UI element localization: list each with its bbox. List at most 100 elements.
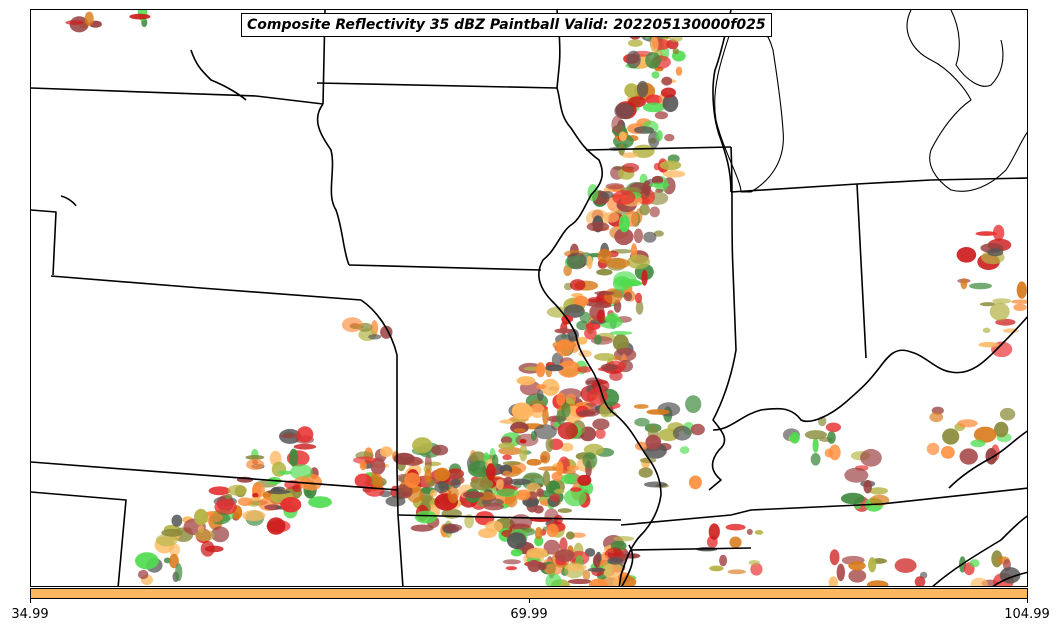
colorbar-tick	[30, 599, 31, 603]
paintball-blob	[750, 562, 763, 576]
paintball-blob	[612, 334, 629, 352]
paintball-blob	[554, 549, 575, 562]
paintball-blob	[868, 557, 877, 573]
paintball-blob	[926, 442, 940, 456]
paintball-blob	[368, 334, 382, 340]
paintball-blob	[650, 35, 659, 53]
paintball-blob	[586, 221, 610, 232]
paintball-blob	[690, 423, 705, 436]
paintball-blob	[894, 558, 917, 573]
paintball-blob	[626, 50, 641, 69]
paintball-blob	[533, 424, 557, 440]
paintball-blob	[592, 554, 601, 568]
paintball-blob	[573, 295, 589, 307]
paintball-blob	[538, 466, 562, 471]
paintball-blob	[664, 133, 675, 142]
paintball-blob	[576, 336, 588, 345]
paintball-blob	[645, 51, 661, 69]
paintball-blob	[533, 505, 544, 514]
paintball-blob	[709, 565, 724, 572]
paintball-blob	[560, 474, 577, 485]
paintball-blob	[662, 170, 686, 178]
paintball-blob	[577, 474, 592, 486]
paintball-blob	[563, 304, 585, 318]
paintball-blob	[519, 444, 528, 462]
paintball-blob	[635, 300, 644, 315]
paintball-blob	[754, 530, 764, 535]
paintball-blob	[395, 484, 413, 499]
paintball-blob	[545, 573, 562, 586]
paintball-blob	[502, 559, 521, 565]
paintball-blob	[685, 395, 702, 413]
paintball-blob	[994, 421, 1009, 438]
paintball-blob	[940, 446, 955, 459]
paintball-blob	[601, 191, 614, 199]
paintball-blob	[675, 66, 683, 76]
paintball-blob	[560, 442, 574, 452]
paintball-blob	[290, 464, 313, 480]
paintball-blob	[646, 409, 670, 415]
paintball-blob	[470, 451, 486, 464]
paintball-blob	[619, 279, 641, 287]
paintball-blob	[651, 71, 660, 79]
paintball-blob	[227, 484, 247, 496]
reflectivity-paintballs	[65, 10, 1027, 586]
paintball-blob	[529, 403, 545, 419]
paintball-blob	[464, 514, 474, 529]
paintball-blob	[519, 439, 527, 444]
paintball-blob	[653, 230, 664, 237]
paintball-blob	[169, 553, 179, 569]
paintball-blob	[599, 403, 611, 418]
colorbar-tick-label: 104.99	[1004, 607, 1050, 622]
paintball-blob	[534, 527, 543, 540]
paintball-blob	[249, 497, 262, 502]
paintball-blob	[252, 492, 259, 498]
paintball-blob	[246, 459, 265, 470]
paintball-blob	[584, 327, 597, 340]
paintball-blob	[492, 454, 499, 468]
paintball-blob	[624, 83, 639, 98]
paintball-blob	[434, 467, 450, 482]
paintball-blob	[982, 327, 991, 333]
paintball-blob	[708, 523, 720, 540]
paintball-blob	[546, 523, 559, 538]
paintball-blob	[582, 452, 598, 469]
paintball-blob	[557, 360, 581, 378]
paintball-blob	[292, 484, 302, 493]
paintball-blob	[978, 341, 999, 348]
paintball-blob	[543, 539, 560, 555]
paintball-blob	[621, 152, 639, 158]
paintball-blob	[611, 115, 623, 134]
paintball-blob	[603, 211, 620, 223]
paintball-blob	[502, 470, 511, 476]
paintball-blob	[208, 486, 231, 496]
paintball-blob	[277, 470, 293, 475]
paintball-blob	[914, 576, 926, 586]
paintball-blob	[812, 437, 819, 453]
paintball-blob	[569, 279, 586, 291]
paintball-blob	[840, 492, 865, 505]
paintball-blob	[224, 493, 233, 500]
paintball-blob	[549, 493, 561, 502]
paintball-blob	[828, 576, 838, 586]
paintball-blob	[804, 430, 828, 440]
paintball-blob	[973, 426, 997, 443]
paintball-blob	[672, 425, 692, 441]
paintball-blob	[596, 309, 606, 324]
paintball-blob	[727, 569, 746, 575]
paintball-blob	[555, 339, 573, 357]
paintball-blob	[643, 231, 657, 243]
paintball-blob	[594, 291, 615, 296]
paintball-blob	[496, 479, 504, 490]
paintball-blob	[869, 487, 888, 495]
paintball-blob	[296, 426, 314, 443]
paintball-blob	[623, 291, 633, 302]
paintball-blob	[829, 549, 840, 566]
paintball-blob	[634, 417, 650, 427]
paintball-blob	[84, 11, 94, 26]
paintball-blob	[498, 442, 516, 450]
paintball-blob	[564, 563, 587, 572]
paintball-blob	[502, 454, 512, 461]
paintball-blob	[380, 446, 393, 458]
paintball-blob	[587, 296, 603, 303]
